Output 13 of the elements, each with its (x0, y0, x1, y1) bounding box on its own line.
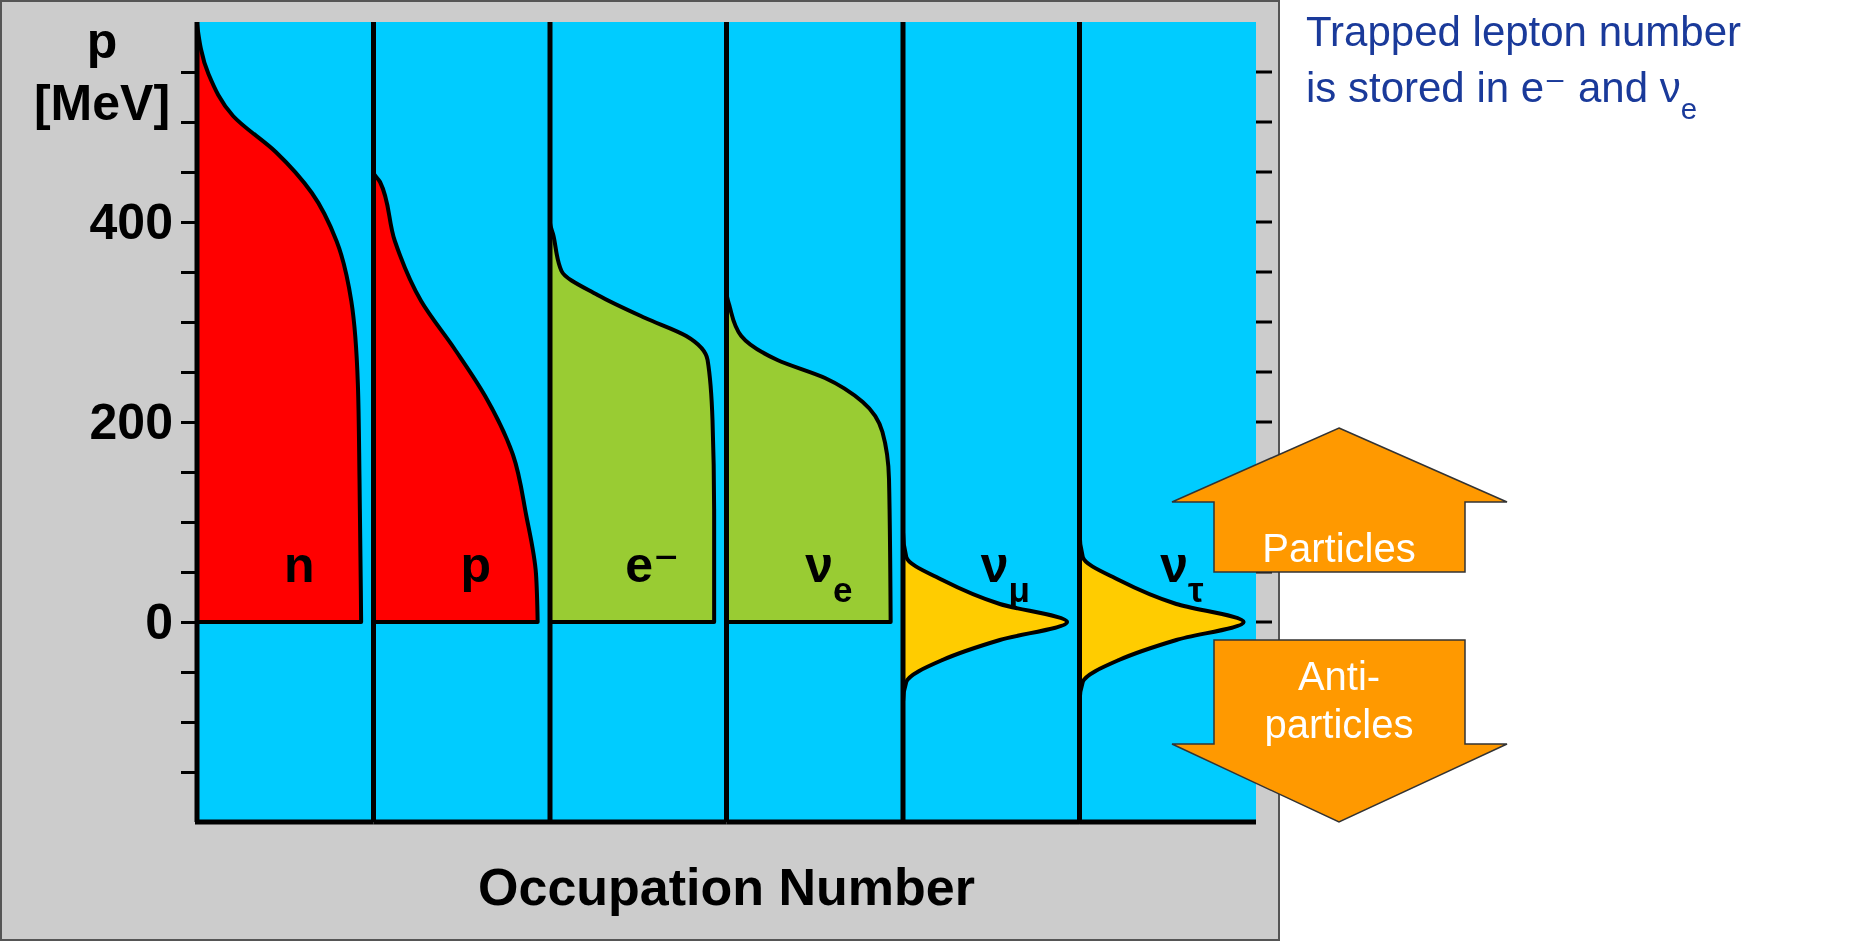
text: p (460, 537, 492, 593)
text: ν$_{e}$ (805, 537, 853, 609)
text: n (284, 537, 315, 593)
text: Anti-particles (1264, 654, 1414, 746)
y-tick-label: 400 (89, 193, 173, 250)
x-axis-title: Occupation Number (478, 858, 975, 916)
text: ν$_{τ}$ (1160, 537, 1204, 609)
y-tick-label: 0 (145, 593, 173, 650)
text: Trapped lepton number is stored in e⁻ and ν$_{e}$ (1306, 8, 1742, 125)
y-tick-label: 200 (89, 393, 173, 450)
text: e⁻ (625, 537, 680, 593)
y-axis-title: p [MeV] (33, 13, 171, 131)
text: Particles (1262, 526, 1416, 570)
